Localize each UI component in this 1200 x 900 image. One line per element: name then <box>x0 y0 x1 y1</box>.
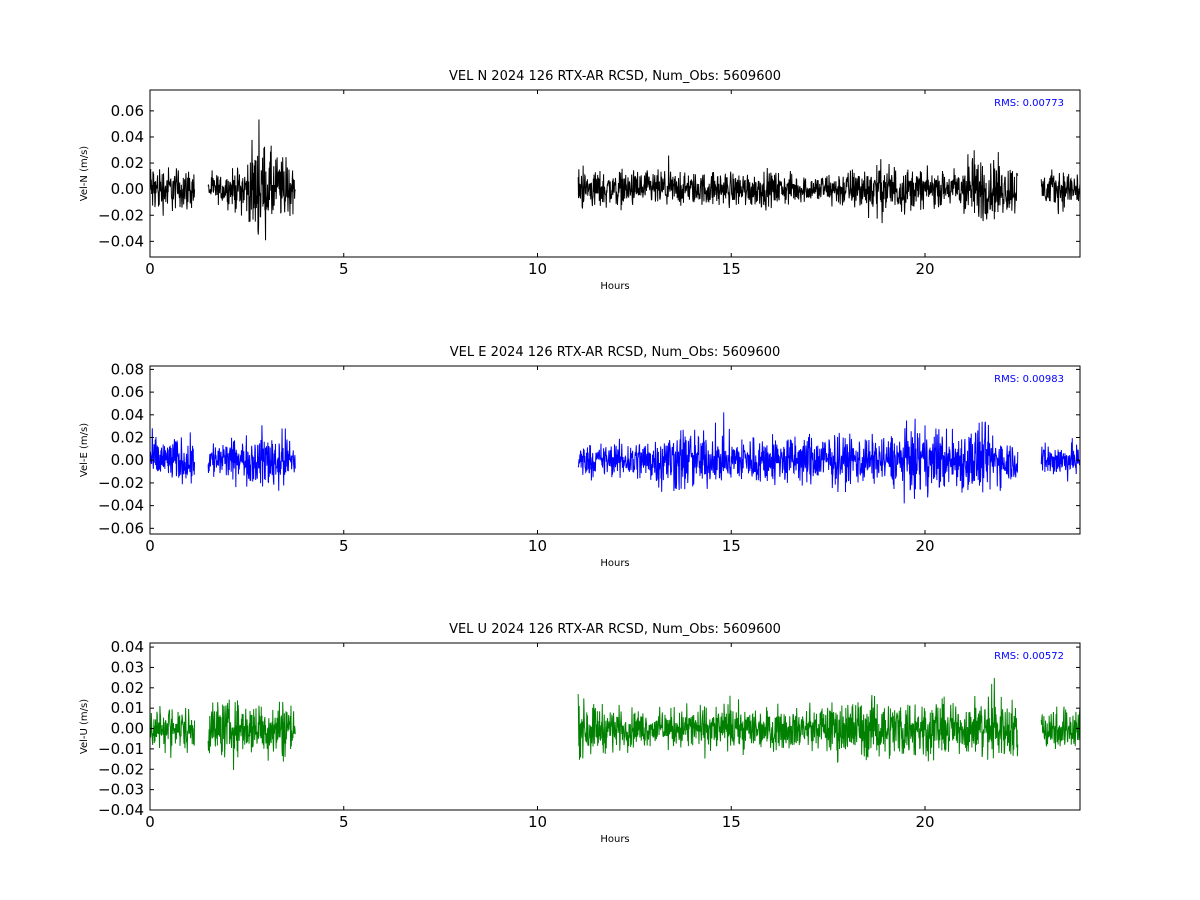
y-tick-label: 0.08 <box>111 360 144 378</box>
y-tick-label: 0.01 <box>111 699 144 717</box>
x-tick-label: 5 <box>339 260 349 278</box>
series-segment-4 <box>1040 438 1080 482</box>
y-axis-label: Vel-E (m/s) <box>79 423 90 477</box>
y-tick-label: −0.02 <box>98 474 144 492</box>
rms-annotation: RMS: 0.00773 <box>994 98 1064 109</box>
rms-annotation: RMS: 0.00983 <box>994 374 1064 385</box>
y-tick-label: 0.06 <box>111 102 144 120</box>
axes-frame <box>149 365 1081 535</box>
series-segment-1 <box>150 428 196 485</box>
y-tick-label: −0.02 <box>98 760 144 778</box>
y-tick-label: 0.02 <box>111 154 144 172</box>
subplot-3: 0 5 10 15 20 −0.04 −0.03 −0.02 −0.01 0.00 0.01 0.02… <box>79 622 1081 845</box>
chart-title: VEL U 2024 126 RTX-AR RCSD, Num_Obs: 560… <box>449 622 781 637</box>
x-tick-label: 15 <box>722 813 741 831</box>
series-segment-1 <box>150 705 196 758</box>
y-tick-label: 0.04 <box>111 128 144 146</box>
series-segment-3 <box>577 150 1019 224</box>
x-tick-label: 20 <box>915 260 934 278</box>
series-segment-2 <box>207 699 296 771</box>
y-tick-label: 0.00 <box>111 451 144 469</box>
x-tick-label: 15 <box>722 260 741 278</box>
series-segment-1 <box>150 167 196 216</box>
x-axis-label: Hours <box>600 281 629 292</box>
x-tick-label: 20 <box>915 537 934 555</box>
y-tick-label: 0.04 <box>111 406 144 424</box>
series-segment-4 <box>1040 706 1080 750</box>
y-tick-label: 0.04 <box>111 638 144 656</box>
x-tick-label: 20 <box>915 813 934 831</box>
y-axis-label: Vel-U (m/s) <box>79 699 90 754</box>
y-tick-label: 0.00 <box>111 720 144 738</box>
y-tick-label: −0.04 <box>98 801 144 819</box>
axes-frame <box>149 642 1081 811</box>
x-tick-label: 10 <box>528 813 547 831</box>
y-tick-label: 0.02 <box>111 429 144 447</box>
y-tick-label: 0.00 <box>111 180 144 198</box>
series-segment-4 <box>1040 169 1080 215</box>
series-segment-3 <box>577 412 1019 504</box>
y-tick-label: −0.04 <box>98 497 144 515</box>
series-group <box>150 412 1080 504</box>
subplot-1: 0 5 10 15 20 −0.04 −0.02 0.00 0.02 0.04 0.06 VEL N … <box>79 69 1081 292</box>
x-axis-label: Hours <box>600 558 629 569</box>
y-tick-label: −0.06 <box>98 519 144 537</box>
x-tick-label: 0 <box>145 813 155 831</box>
series-group <box>150 119 1080 241</box>
chart-title: VEL N 2024 126 RTX-AR RCSD, Num_Obs: 560… <box>449 69 781 84</box>
x-tick-label: 15 <box>722 537 741 555</box>
x-tick-label: 10 <box>528 537 547 555</box>
y-tick-label: −0.01 <box>98 740 144 758</box>
y-tick-label: −0.04 <box>98 232 144 250</box>
chart-title: VEL E 2024 126 RTX-AR RCSD, Num_Obs: 560… <box>450 345 781 360</box>
rms-annotation: RMS: 0.00572 <box>994 651 1064 662</box>
series-segment-2 <box>207 119 296 241</box>
x-tick-label: 10 <box>528 260 547 278</box>
x-tick-label: 5 <box>339 813 349 831</box>
y-axis-label: Vel-N (m/s) <box>79 146 90 201</box>
series-segment-2 <box>207 425 296 491</box>
y-tick-label: 0.06 <box>111 383 144 401</box>
x-tick-label: 0 <box>145 537 155 555</box>
y-tick-label: 0.02 <box>111 679 144 697</box>
axes-frame <box>149 89 1081 258</box>
series-group <box>150 677 1080 771</box>
x-tick-label: 5 <box>339 537 349 555</box>
series-segment-3 <box>577 677 1019 764</box>
x-axis-label: Hours <box>600 834 629 845</box>
y-tick-label: −0.03 <box>98 781 144 799</box>
x-tick-label: 0 <box>145 260 155 278</box>
y-tick-label: 0.03 <box>111 658 144 676</box>
subplot-2: 0 5 10 15 20 −0.06 −0.04 −0.02 0.00 0.02 0.04 0.06 0… <box>79 345 1081 569</box>
y-tick-label: −0.02 <box>98 206 144 224</box>
